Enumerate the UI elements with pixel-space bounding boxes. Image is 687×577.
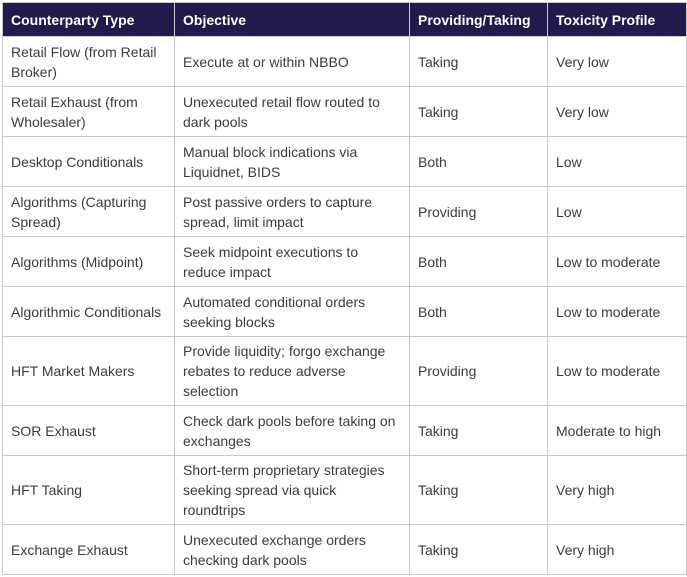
table-row: Exchange Exhaust Unexecuted exchange ord… <box>2 524 687 575</box>
cell-objective: Check dark pools before taking on exchan… <box>174 405 410 456</box>
table-row: Algorithms (Capturing Spread) Post passi… <box>2 186 687 237</box>
cell-providing-taking: Providing <box>409 186 548 237</box>
cell-toxicity: Low to moderate <box>547 286 687 337</box>
cell-objective: Short-term proprietary strategies seekin… <box>174 455 410 525</box>
cell-providing-taking: Taking <box>409 455 548 525</box>
cell-counterparty-type: Algorithms (Midpoint) <box>2 236 175 287</box>
cell-counterparty-type: Retail Flow (from Retail Broker) <box>2 36 175 87</box>
cell-providing-taking: Both <box>409 286 548 337</box>
cell-counterparty-type: SOR Exhaust <box>2 405 175 456</box>
cell-objective: Execute at or within NBBO <box>174 36 410 87</box>
cell-counterparty-type: Exchange Exhaust <box>2 524 175 575</box>
table-body: Retail Flow (from Retail Broker) Execute… <box>2 36 687 575</box>
column-header-providing-taking: Providing/Taking <box>409 2 548 37</box>
cell-toxicity: Very low <box>547 86 687 137</box>
column-header-objective: Objective <box>174 2 410 37</box>
cell-providing-taking: Taking <box>409 524 548 575</box>
cell-objective: Provide liquidity; forgo exchange rebate… <box>174 336 410 406</box>
cell-providing-taking: Taking <box>409 36 548 87</box>
cell-objective: Manual block indications via Liquidnet, … <box>174 136 410 187</box>
cell-objective: Unexecuted retail flow routed to dark po… <box>174 86 410 137</box>
cell-toxicity: Low <box>547 186 687 237</box>
table-row: SOR Exhaust Check dark pools before taki… <box>2 405 687 456</box>
table-row: Algorithms (Midpoint) Seek midpoint exec… <box>2 236 687 287</box>
column-header-toxicity-profile: Toxicity Profile <box>547 2 687 37</box>
header-row: Counterparty Type Objective Providing/Ta… <box>2 2 687 37</box>
table-row: Algorithmic Conditionals Automated condi… <box>2 286 687 337</box>
cell-objective: Automated conditional orders seeking blo… <box>174 286 410 337</box>
table-row: Retail Exhaust (from Wholesaler) Unexecu… <box>2 86 687 137</box>
cell-objective: Unexecuted exchange orders checking dark… <box>174 524 410 575</box>
cell-objective: Post passive orders to capture spread, l… <box>174 186 410 237</box>
cell-toxicity: Low <box>547 136 687 187</box>
table-row: Retail Flow (from Retail Broker) Execute… <box>2 36 687 87</box>
cell-counterparty-type: Algorithms (Capturing Spread) <box>2 186 175 237</box>
cell-counterparty-type: HFT Taking <box>2 455 175 525</box>
cell-toxicity: Very low <box>547 36 687 87</box>
cell-objective: Seek midpoint executions to reduce impac… <box>174 236 410 287</box>
cell-providing-taking: Both <box>409 136 548 187</box>
cell-counterparty-type: Algorithmic Conditionals <box>2 286 175 337</box>
cell-providing-taking: Both <box>409 236 548 287</box>
column-header-counterparty-type: Counterparty Type <box>2 2 175 37</box>
cell-toxicity: Very high <box>547 524 687 575</box>
cell-providing-taking: Providing <box>409 336 548 406</box>
table-row: HFT Taking Short-term proprietary strate… <box>2 455 687 525</box>
cell-providing-taking: Taking <box>409 86 548 137</box>
table-header: Counterparty Type Objective Providing/Ta… <box>2 2 687 37</box>
cell-counterparty-type: Retail Exhaust (from Wholesaler) <box>2 86 175 137</box>
cell-toxicity: Low to moderate <box>547 236 687 287</box>
table-row: HFT Market Makers Provide liquidity; for… <box>2 336 687 406</box>
cell-counterparty-type: Desktop Conditionals <box>2 136 175 187</box>
cell-toxicity: Moderate to high <box>547 405 687 456</box>
cell-providing-taking: Taking <box>409 405 548 456</box>
cell-toxicity: Very high <box>547 455 687 525</box>
cell-toxicity: Low to moderate <box>547 336 687 406</box>
cell-counterparty-type: HFT Market Makers <box>2 336 175 406</box>
table-row: Desktop Conditionals Manual block indica… <box>2 136 687 187</box>
